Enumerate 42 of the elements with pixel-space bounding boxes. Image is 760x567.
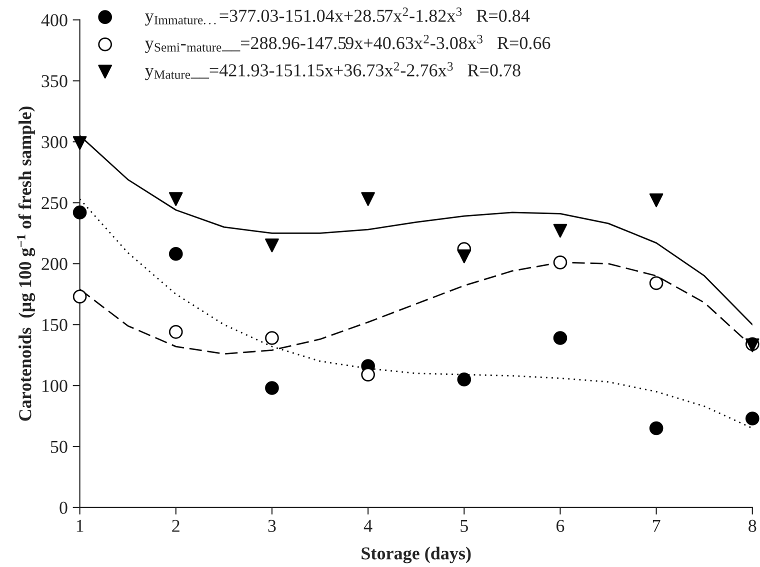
y-tick-label: 350: [42, 75, 68, 88]
x-tick-label: 6: [556, 520, 564, 532]
point: [168, 325, 183, 339]
y-tick-label: 200: [42, 258, 68, 270]
point: [649, 193, 664, 208]
y-axis-title: Carotenoids (µg 100 g$^{−1}$ of fresh sample): [16, 106, 36, 421]
y-tick-label: 0: [60, 502, 68, 514]
point: [72, 290, 87, 304]
point: [361, 192, 375, 206]
x-tick-label: 2: [172, 520, 180, 532]
point: [649, 276, 664, 290]
x-tick-label: 1: [76, 520, 84, 532]
legend-label: y$_{Mature}$__=421.93-151.15x+36.73x$^{2}$-2.76x$^{3}$ R=0.78: [145, 62, 520, 80]
point: [553, 224, 568, 238]
point: [265, 238, 279, 252]
y-tick-label: 50: [50, 440, 68, 453]
y-tick-label: 100: [42, 380, 68, 392]
point: [168, 246, 183, 261]
y-tick-label: 300: [42, 136, 68, 148]
point: [265, 381, 279, 395]
point: [649, 421, 664, 436]
point: [457, 249, 472, 264]
text: y$_{Semi}$-$_{mature}$__=288.96-147.59x+40.63x$^{2}$-3.08x$^{3}$ R=0.66: [145, 34, 550, 53]
point: [745, 412, 760, 426]
point: [72, 136, 87, 150]
point: [553, 256, 568, 270]
x-tick-label: 5: [460, 520, 468, 532]
point: [361, 368, 375, 382]
point: [457, 372, 472, 386]
y-tick-label: 250: [42, 196, 68, 210]
point: [72, 206, 87, 220]
point: [265, 331, 279, 345]
x-tick-label: 7: [652, 520, 660, 532]
x-tick-label: 8: [748, 520, 756, 532]
legend-label: y$_{Immature...}$=377.03-151.04x+28.57x$^{2}$-1.82x$^{3}$ R=0.84: [145, 8, 530, 26]
x-tick-label: 3: [268, 520, 276, 532]
y-tick-label: 400: [41, 14, 68, 26]
x-axis-title: Storage (days): [362, 546, 471, 564]
point: [553, 331, 568, 345]
x-tick-label: 4: [364, 520, 372, 532]
y-tick-label: 150: [42, 318, 68, 332]
point: [168, 192, 183, 206]
